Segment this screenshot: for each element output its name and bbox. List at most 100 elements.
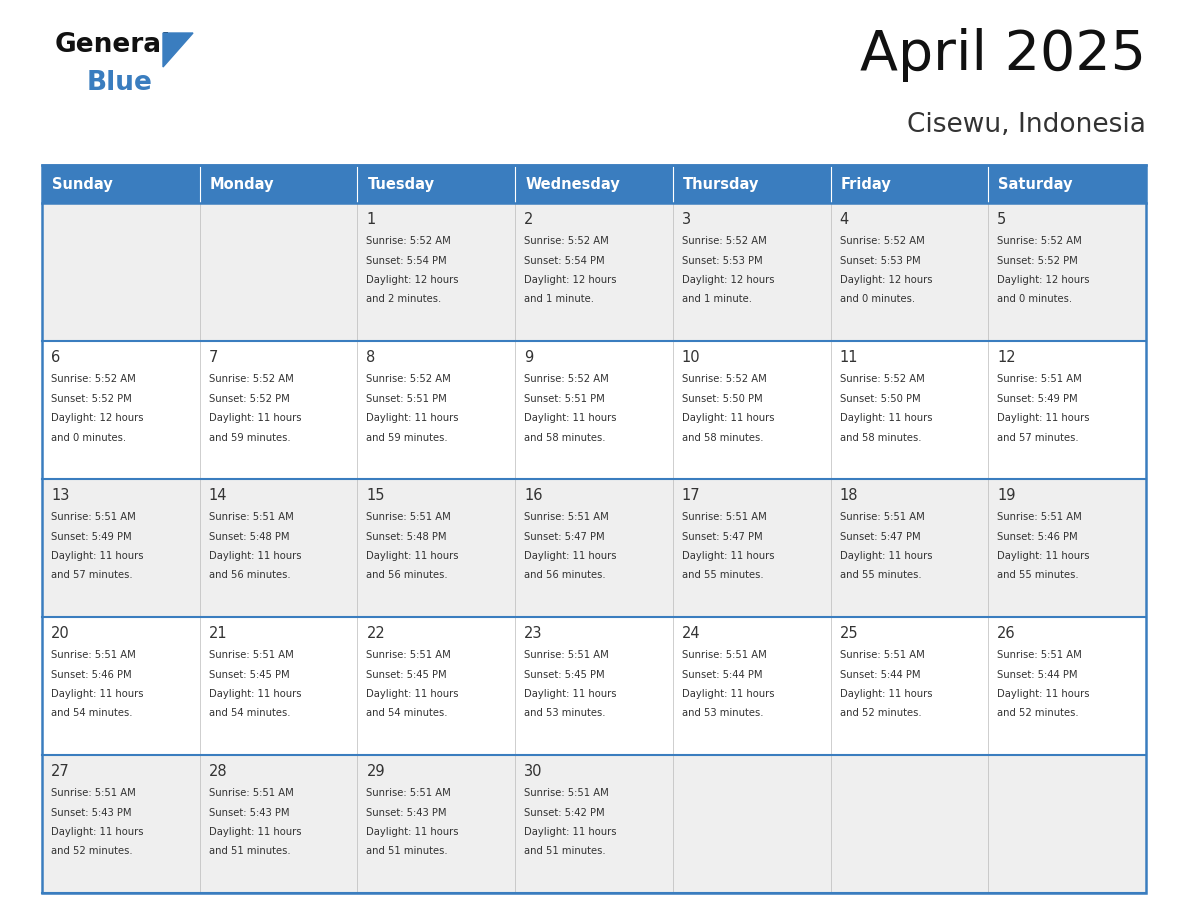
Text: and 56 minutes.: and 56 minutes.: [209, 570, 290, 580]
Text: 16: 16: [524, 488, 543, 503]
Text: and 0 minutes.: and 0 minutes.: [840, 295, 915, 305]
Bar: [516, 203, 672, 341]
Text: and 55 minutes.: and 55 minutes.: [840, 570, 921, 580]
Text: Daylight: 11 hours: Daylight: 11 hours: [209, 827, 302, 837]
Text: Daylight: 11 hours: Daylight: 11 hours: [997, 551, 1089, 561]
Text: Sunset: 5:47 PM: Sunset: 5:47 PM: [682, 532, 763, 542]
Text: Daylight: 11 hours: Daylight: 11 hours: [682, 551, 775, 561]
Text: 2: 2: [524, 212, 533, 227]
Text: and 57 minutes.: and 57 minutes.: [51, 570, 133, 580]
Bar: [200, 203, 358, 341]
Text: Sunrise: 5:51 AM: Sunrise: 5:51 AM: [682, 650, 766, 660]
Text: and 57 minutes.: and 57 minutes.: [997, 432, 1079, 442]
Text: Sunset: 5:49 PM: Sunset: 5:49 PM: [51, 532, 132, 542]
Text: 25: 25: [840, 626, 858, 641]
Polygon shape: [163, 33, 192, 67]
Text: Sunset: 5:46 PM: Sunset: 5:46 PM: [997, 532, 1078, 542]
Text: April 2025: April 2025: [860, 28, 1146, 82]
Text: Daylight: 11 hours: Daylight: 11 hours: [682, 413, 775, 423]
Text: and 58 minutes.: and 58 minutes.: [682, 432, 764, 442]
Text: Sunset: 5:44 PM: Sunset: 5:44 PM: [997, 669, 1078, 679]
Text: Sunset: 5:51 PM: Sunset: 5:51 PM: [524, 394, 605, 404]
Text: 11: 11: [840, 350, 858, 365]
Text: Blue: Blue: [87, 70, 153, 96]
Text: and 53 minutes.: and 53 minutes.: [682, 709, 764, 719]
Text: and 59 minutes.: and 59 minutes.: [209, 432, 290, 442]
Text: and 2 minutes.: and 2 minutes.: [366, 295, 442, 305]
Bar: [988, 755, 1146, 893]
Text: 19: 19: [997, 488, 1016, 503]
Text: 22: 22: [366, 626, 385, 641]
Bar: [672, 165, 830, 203]
Text: Daylight: 11 hours: Daylight: 11 hours: [997, 689, 1089, 699]
Bar: [358, 341, 516, 479]
Text: 12: 12: [997, 350, 1016, 365]
Text: Sunset: 5:47 PM: Sunset: 5:47 PM: [524, 532, 605, 542]
Text: Sunrise: 5:51 AM: Sunrise: 5:51 AM: [997, 374, 1082, 384]
Text: and 58 minutes.: and 58 minutes.: [524, 432, 606, 442]
Text: Daylight: 11 hours: Daylight: 11 hours: [366, 413, 459, 423]
Text: 24: 24: [682, 626, 701, 641]
Text: and 56 minutes.: and 56 minutes.: [366, 570, 448, 580]
Bar: [42, 617, 200, 755]
Text: Sunrise: 5:52 AM: Sunrise: 5:52 AM: [997, 236, 1082, 246]
Bar: [672, 617, 830, 755]
Text: Cisewu, Indonesia: Cisewu, Indonesia: [908, 112, 1146, 138]
Text: 4: 4: [840, 212, 848, 227]
Text: and 1 minute.: and 1 minute.: [524, 295, 594, 305]
Text: Sunset: 5:48 PM: Sunset: 5:48 PM: [366, 532, 447, 542]
Text: 23: 23: [524, 626, 543, 641]
Text: Sunset: 5:54 PM: Sunset: 5:54 PM: [366, 255, 447, 265]
Text: Tuesday: Tuesday: [367, 176, 435, 192]
Text: Daylight: 12 hours: Daylight: 12 hours: [524, 275, 617, 285]
Text: Daylight: 11 hours: Daylight: 11 hours: [366, 689, 459, 699]
Bar: [988, 203, 1146, 341]
Text: and 0 minutes.: and 0 minutes.: [51, 432, 126, 442]
Bar: [516, 165, 672, 203]
Text: and 51 minutes.: and 51 minutes.: [366, 846, 448, 856]
Text: Friday: Friday: [841, 176, 891, 192]
Text: 13: 13: [51, 488, 69, 503]
Text: Sunrise: 5:52 AM: Sunrise: 5:52 AM: [840, 236, 924, 246]
Text: 7: 7: [209, 350, 219, 365]
Text: Daylight: 11 hours: Daylight: 11 hours: [209, 551, 302, 561]
Text: and 55 minutes.: and 55 minutes.: [682, 570, 764, 580]
Text: Wednesday: Wednesday: [525, 176, 620, 192]
Text: Sunset: 5:43 PM: Sunset: 5:43 PM: [209, 808, 289, 818]
Text: 18: 18: [840, 488, 858, 503]
Text: Sunrise: 5:51 AM: Sunrise: 5:51 AM: [682, 512, 766, 522]
Text: Daylight: 11 hours: Daylight: 11 hours: [524, 551, 617, 561]
Text: and 59 minutes.: and 59 minutes.: [366, 432, 448, 442]
Text: Sunset: 5:44 PM: Sunset: 5:44 PM: [682, 669, 763, 679]
Text: and 53 minutes.: and 53 minutes.: [524, 709, 606, 719]
Text: and 54 minutes.: and 54 minutes.: [209, 709, 290, 719]
Bar: [830, 341, 988, 479]
Text: Sunset: 5:54 PM: Sunset: 5:54 PM: [524, 255, 605, 265]
Bar: [358, 755, 516, 893]
Bar: [988, 165, 1146, 203]
Bar: [358, 479, 516, 617]
Text: Sunset: 5:47 PM: Sunset: 5:47 PM: [840, 532, 921, 542]
Text: and 55 minutes.: and 55 minutes.: [997, 570, 1079, 580]
Text: Sunrise: 5:52 AM: Sunrise: 5:52 AM: [209, 374, 293, 384]
Text: 27: 27: [51, 764, 70, 779]
Text: Sunset: 5:50 PM: Sunset: 5:50 PM: [682, 394, 763, 404]
Text: Sunrise: 5:52 AM: Sunrise: 5:52 AM: [682, 236, 766, 246]
Text: Sunset: 5:43 PM: Sunset: 5:43 PM: [51, 808, 132, 818]
Text: Daylight: 12 hours: Daylight: 12 hours: [366, 275, 459, 285]
Text: Daylight: 11 hours: Daylight: 11 hours: [840, 689, 933, 699]
Text: Sunrise: 5:51 AM: Sunrise: 5:51 AM: [997, 650, 1082, 660]
Text: Daylight: 11 hours: Daylight: 11 hours: [524, 413, 617, 423]
Text: Sunset: 5:45 PM: Sunset: 5:45 PM: [366, 669, 447, 679]
Bar: [200, 617, 358, 755]
Text: and 52 minutes.: and 52 minutes.: [840, 709, 921, 719]
Text: Sunrise: 5:52 AM: Sunrise: 5:52 AM: [682, 374, 766, 384]
Text: Sunrise: 5:51 AM: Sunrise: 5:51 AM: [366, 788, 451, 798]
Bar: [672, 203, 830, 341]
Bar: [200, 341, 358, 479]
Bar: [830, 617, 988, 755]
Text: Sunrise: 5:51 AM: Sunrise: 5:51 AM: [840, 650, 924, 660]
Bar: [42, 165, 1146, 893]
Text: 20: 20: [51, 626, 70, 641]
Bar: [516, 617, 672, 755]
